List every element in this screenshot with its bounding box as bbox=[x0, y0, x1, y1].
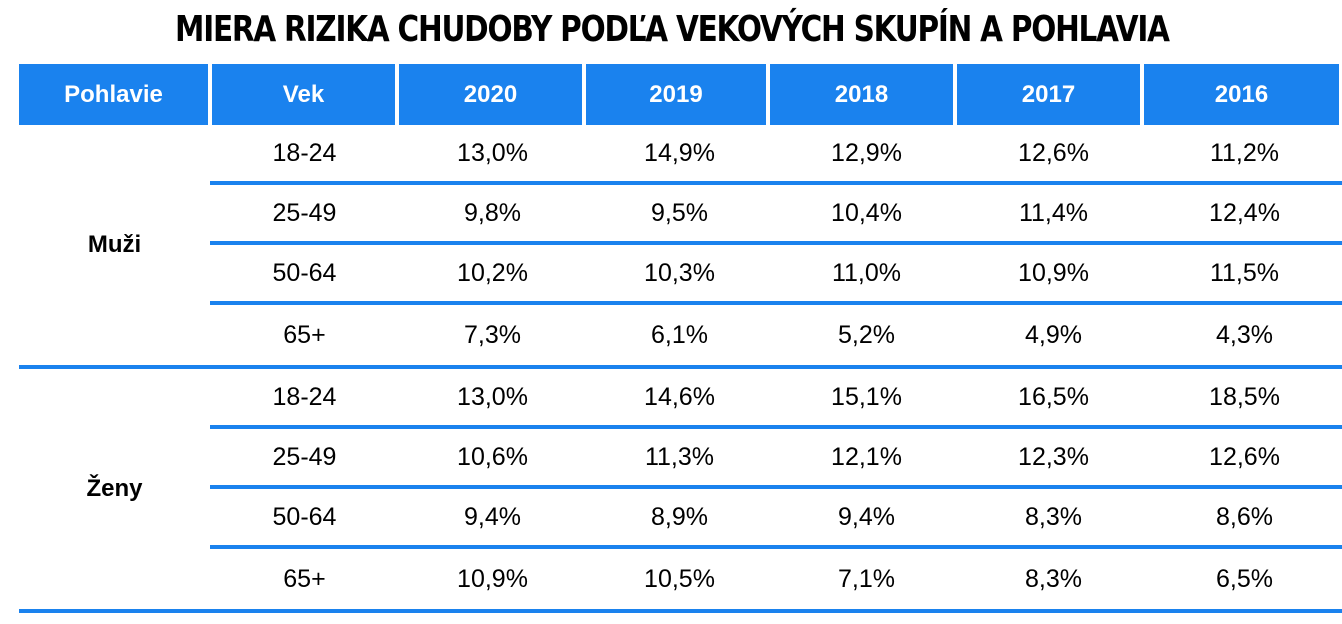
value-cell: 14,6% bbox=[644, 382, 715, 411]
table-row: 65+ 7,3% 6,1% 5,2% 4,9% 4,3% bbox=[210, 305, 1342, 365]
table-row: 18-24 13,0% 14,6% 15,1% 16,5% 18,5% bbox=[210, 369, 1342, 429]
value-cell: 5,2% bbox=[838, 320, 895, 349]
value-cell: 8,3% bbox=[1025, 502, 1082, 531]
value-cell: 6,5% bbox=[1216, 564, 1273, 593]
age-cell: 50-64 bbox=[272, 502, 337, 531]
value-cell: 12,9% bbox=[831, 138, 902, 167]
age-cell: 65+ bbox=[283, 564, 326, 593]
value-cell: 10,6% bbox=[457, 442, 528, 471]
value-cell: 10,5% bbox=[644, 564, 715, 593]
table-header: Pohlavie Vek 2020 2019 2018 2017 2016 bbox=[19, 64, 1339, 125]
age-cell: 65+ bbox=[283, 320, 326, 349]
value-cell: 15,1% bbox=[831, 382, 902, 411]
column-header-2018: 2018 bbox=[770, 64, 953, 125]
value-cell: 13,0% bbox=[457, 382, 528, 411]
value-cell: 8,3% bbox=[1025, 564, 1082, 593]
value-cell: 11,5% bbox=[1209, 258, 1280, 287]
value-cell: 10,9% bbox=[1018, 258, 1089, 287]
value-cell: 12,1% bbox=[831, 442, 902, 471]
table-row: 50-64 10,2% 10,3% 11,0% 10,9% 11,5% bbox=[210, 245, 1342, 305]
gender-label: Muži bbox=[87, 231, 142, 258]
value-cell: 18,5% bbox=[1209, 382, 1280, 411]
column-header-gender: Pohlavie bbox=[19, 64, 208, 125]
table-row: 65+ 10,9% 10,5% 7,1% 8,3% 6,5% bbox=[210, 549, 1342, 609]
table-row: 18-24 13,0% 14,9% 12,9% 12,6% 11,2% bbox=[210, 125, 1342, 185]
value-cell: 12,6% bbox=[1018, 138, 1089, 167]
age-cell: 25-49 bbox=[272, 442, 337, 471]
value-cell: 12,6% bbox=[1209, 442, 1280, 471]
value-cell: 10,4% bbox=[831, 198, 902, 227]
value-cell: 10,2% bbox=[457, 258, 528, 287]
value-cell: 8,6% bbox=[1216, 502, 1273, 531]
value-cell: 10,3% bbox=[644, 258, 715, 287]
age-cell: 50-64 bbox=[272, 258, 337, 287]
value-cell: 9,4% bbox=[464, 502, 521, 531]
value-cell: 4,3% bbox=[1216, 320, 1273, 349]
value-cell: 14,9% bbox=[644, 138, 715, 167]
age-cell: 25-49 bbox=[272, 198, 337, 227]
table-row: 25-49 9,8% 9,5% 10,4% 11,4% 12,4% bbox=[210, 185, 1342, 245]
gender-label: Ženy bbox=[86, 475, 143, 502]
value-cell: 4,9% bbox=[1025, 320, 1082, 349]
value-cell: 8,9% bbox=[651, 502, 708, 531]
value-cell: 12,3% bbox=[1018, 442, 1089, 471]
value-cell: 7,3% bbox=[464, 320, 521, 349]
column-header-2020: 2020 bbox=[399, 64, 582, 125]
value-cell: 11,0% bbox=[831, 258, 902, 287]
table-row: 25-49 10,6% 11,3% 12,1% 12,3% 12,6% bbox=[210, 429, 1342, 489]
value-cell: 10,9% bbox=[457, 564, 528, 593]
value-cell: 11,2% bbox=[1209, 138, 1280, 167]
column-header-2017: 2017 bbox=[957, 64, 1140, 125]
column-header-2016: 2016 bbox=[1144, 64, 1339, 125]
age-cell: 18-24 bbox=[272, 382, 337, 411]
column-header-age: Vek bbox=[212, 64, 395, 125]
value-cell: 11,3% bbox=[644, 442, 715, 471]
table-row: 50-64 9,4% 8,9% 9,4% 8,3% 8,6% bbox=[210, 489, 1342, 549]
value-cell: 9,8% bbox=[464, 198, 521, 227]
value-cell: 12,4% bbox=[1209, 198, 1280, 227]
age-cell: 18-24 bbox=[272, 138, 337, 167]
value-cell: 9,4% bbox=[838, 502, 895, 531]
page-title: MIERA RIZIKA CHUDOBY PODĽA VEKOVÝCH SKUP… bbox=[175, 9, 1170, 50]
value-cell: 9,5% bbox=[651, 198, 708, 227]
table-body: Muži 18-24 13,0% 14,9% 12,9% 12,6% 11,2% 25-49 9… bbox=[19, 125, 1342, 613]
gender-group: Muži 18-24 13,0% 14,9% 12,9% 12,6% 11,2% 25-49 9… bbox=[19, 125, 1342, 369]
value-cell: 11,4% bbox=[1018, 198, 1089, 227]
column-header-2019: 2019 bbox=[586, 64, 766, 125]
gender-group: Ženy 18-24 13,0% 14,6% 15,1% 16,5% 18,5% 25-49 1… bbox=[19, 369, 1342, 613]
value-cell: 16,5% bbox=[1018, 382, 1089, 411]
value-cell: 6,1% bbox=[651, 320, 708, 349]
value-cell: 7,1% bbox=[838, 564, 895, 593]
value-cell: 13,0% bbox=[457, 138, 528, 167]
